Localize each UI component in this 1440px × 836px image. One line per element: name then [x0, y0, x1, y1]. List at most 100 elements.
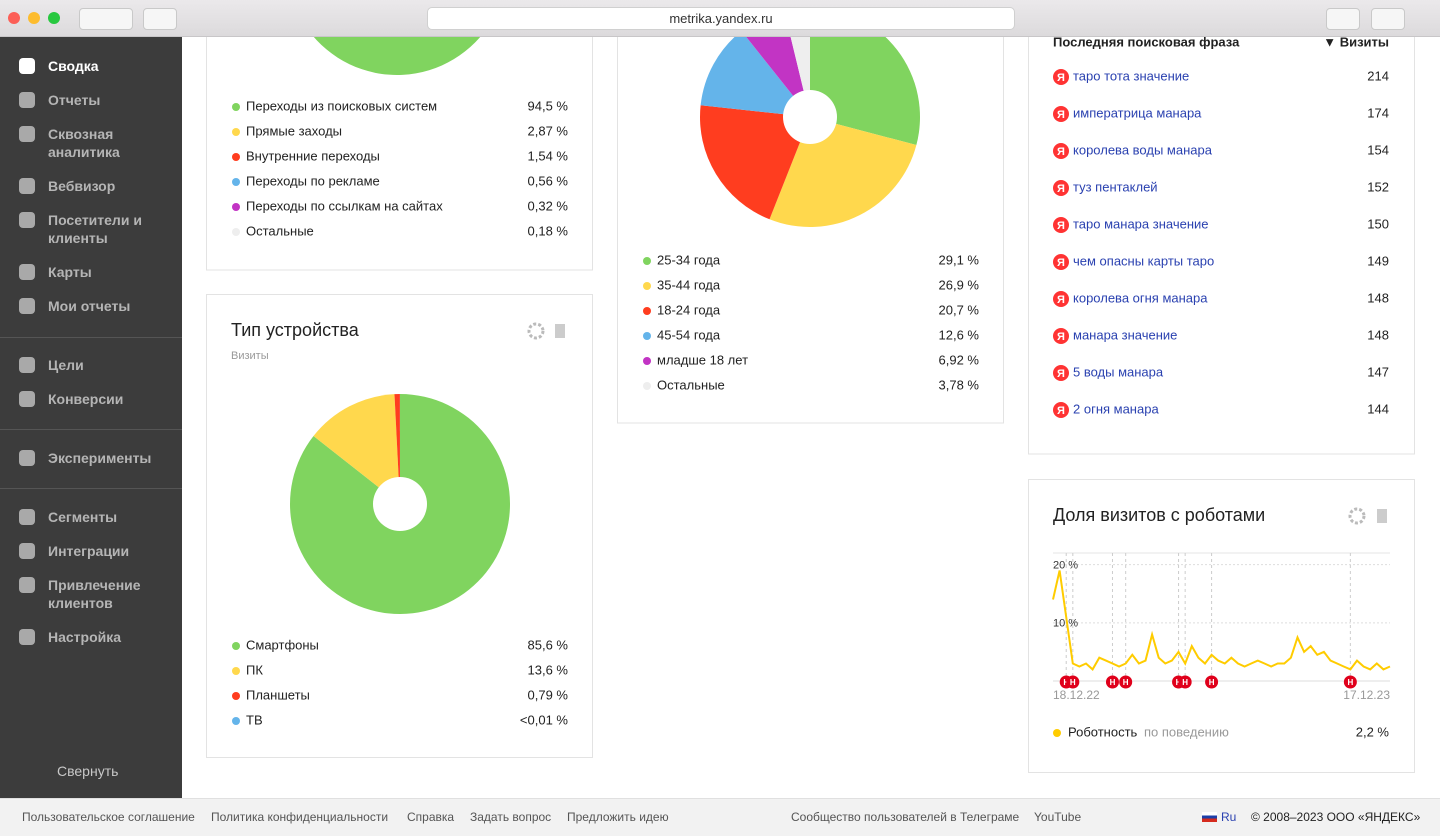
footer-link[interactable]: YouTube — [1034, 810, 1082, 824]
search-phrase[interactable]: манара значение — [1073, 327, 1177, 342]
settings-icons[interactable] — [527, 322, 1387, 525]
annotation-marker[interactable] — [1343, 675, 1357, 689]
legend-label: Переходы по рекламе — [246, 173, 380, 188]
legend-label: Роботность — [1068, 724, 1138, 739]
nav-item[interactable]: Сводка — [48, 58, 99, 74]
search-phrase[interactable]: туз пентаклей — [1073, 179, 1158, 194]
legend-value: 6,92 % — [939, 352, 980, 367]
engine-icon — [1053, 402, 1069, 418]
legend-label: 25-34 года — [657, 252, 721, 267]
engine-icon — [1053, 106, 1069, 122]
visits: 214 — [1367, 68, 1389, 83]
legend-value: 1,54 % — [528, 148, 569, 163]
pie-slice — [700, 105, 810, 220]
visits: 144 — [1367, 401, 1389, 416]
footer-link[interactable]: Предложить идею — [567, 810, 669, 824]
engine-icon — [1053, 143, 1069, 159]
widget-title: Доля визитов с роботами — [1053, 505, 1265, 525]
visits: 152 — [1367, 179, 1389, 194]
annotation-label: Н — [1209, 678, 1215, 687]
nav-item[interactable]: Отчеты — [48, 92, 101, 108]
footer-link[interactable]: Сообщество пользователей в Телеграме — [791, 810, 1020, 824]
search-phrase[interactable]: 2 огня манара — [1073, 401, 1159, 416]
legend-label: Внутренние переходы — [246, 148, 380, 163]
nav-item[interactable]: Конверсии — [48, 391, 124, 407]
legend-dot — [643, 357, 651, 365]
legend-label: Смартфоны — [246, 637, 319, 652]
nav-item[interactable]: Мои отчеты — [48, 298, 131, 314]
search-phrase[interactable]: 5 воды манара — [1073, 364, 1164, 379]
annotation-marker[interactable] — [1178, 675, 1192, 689]
widget-title: Тип устройства — [231, 320, 360, 340]
nav-item[interactable]: Эксперименты — [48, 450, 152, 466]
annotation-label: Н — [1176, 678, 1182, 687]
engine-icon — [1053, 217, 1069, 233]
nav-item[interactable]: Посетители и клиенты — [48, 212, 142, 246]
close-button[interactable] — [8, 12, 20, 24]
nav-item[interactable]: Настройка — [48, 629, 122, 645]
engine-icon-letter: Я — [1057, 109, 1065, 121]
search-phrase[interactable]: чем опасны карты таро — [1073, 253, 1214, 268]
annotation-marker[interactable] — [1066, 675, 1080, 689]
card — [1028, 37, 1415, 455]
legend-value: 12,6 % — [939, 327, 980, 342]
search-phrase[interactable]: таро манара значение — [1073, 216, 1209, 231]
engine-icon-letter: Я — [1057, 72, 1065, 84]
legend-dot — [643, 382, 651, 390]
tabs-button[interactable] — [1371, 8, 1405, 30]
annotation-marker[interactable] — [1105, 675, 1119, 689]
pie-slice — [313, 394, 400, 504]
annotation-marker[interactable] — [1119, 675, 1133, 689]
legend-dot — [232, 178, 240, 186]
pie-slice — [700, 37, 810, 117]
nav-icon — [19, 126, 35, 142]
x-tick-label: 17.12.23 — [1343, 688, 1390, 702]
engine-icon — [1053, 254, 1069, 270]
back-forward[interactable] — [79, 8, 133, 30]
nav-item[interactable]: Вебвизор — [48, 178, 116, 194]
footer-link[interactable]: Пользовательское соглашение — [22, 810, 195, 824]
visits: 174 — [1367, 105, 1389, 120]
legend-dot — [232, 203, 240, 211]
visits: 148 — [1367, 290, 1389, 305]
y-tick-label: 20 % — [1053, 560, 1078, 572]
search-phrase[interactable]: королева воды манара — [1073, 142, 1213, 157]
legend-dot — [232, 642, 240, 650]
nav-item[interactable]: Сегменты — [48, 509, 118, 525]
search-phrase[interactable]: императрица манара — [1073, 105, 1202, 120]
search-phrase[interactable]: королева огня манара — [1073, 290, 1208, 305]
address-bar[interactable]: metrika.yandex.ru — [427, 7, 1015, 30]
minimize-button[interactable] — [28, 12, 40, 24]
nav-item[interactable]: Интеграции — [48, 543, 130, 559]
footer-link[interactable]: Задать вопрос — [470, 810, 552, 824]
search-phrase[interactable]: таро тота значение — [1073, 68, 1189, 83]
legend-label: Остальные — [657, 377, 725, 392]
legend-value: 3,78 % — [939, 377, 980, 392]
column-header: ▼ Визиты — [1323, 37, 1389, 49]
annotation-label: Н — [1063, 678, 1069, 687]
collapse-button[interactable]: Свернуть — [57, 763, 119, 779]
nav-icon — [19, 58, 35, 74]
legend-dot — [232, 667, 240, 675]
share-button[interactable] — [1326, 8, 1360, 30]
language[interactable]: Ru — [1221, 810, 1237, 824]
legend-label: 45-54 года — [657, 327, 721, 342]
engine-icon — [1053, 365, 1069, 381]
nav-item[interactable]: Сквозная аналитика — [48, 126, 120, 160]
footer-link[interactable]: Справка — [407, 810, 455, 824]
nav-item[interactable]: Цели — [48, 357, 84, 373]
nav-icon — [19, 264, 35, 280]
annotation-marker[interactable] — [1205, 675, 1219, 689]
visits: 154 — [1367, 142, 1389, 157]
nav-icon — [19, 212, 35, 228]
nav-item[interactable]: Привлечение клиентов — [48, 577, 141, 611]
nav-item[interactable]: Карты — [48, 264, 92, 280]
footer-link[interactable]: Политика конфиденциальности — [211, 810, 389, 824]
legend-dot — [643, 282, 651, 290]
engine-icon — [1053, 328, 1069, 344]
legend-value: 20,7 % — [939, 302, 980, 317]
zoom-button[interactable] — [48, 12, 60, 24]
sidebar-toggle[interactable] — [143, 8, 177, 30]
engine-icon-letter: Я — [1057, 368, 1065, 380]
